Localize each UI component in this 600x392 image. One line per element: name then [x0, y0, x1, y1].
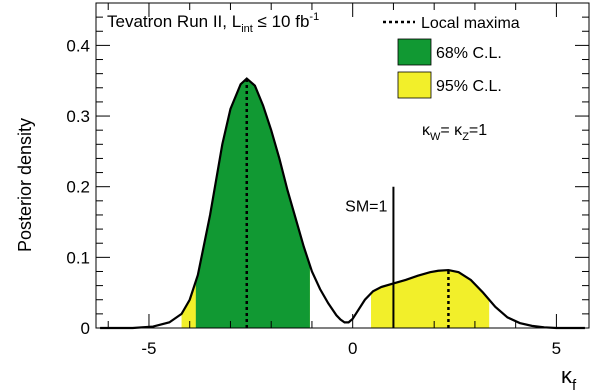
legend: Local maxima 68% C.L. 95% C.L.	[383, 15, 520, 99]
x-axis-label-main: κ	[561, 363, 573, 388]
y-tick-label-4: 0.4	[66, 36, 90, 55]
x-axis-label: κf	[561, 363, 577, 392]
legend-swatch-68	[397, 38, 432, 66]
legend-swatch-95	[397, 71, 432, 99]
x-tick-label-0: -5	[141, 339, 156, 358]
axis-ticks: 0 0.1 0.2 0.3 0.4 -5 0 5	[66, 3, 589, 358]
band-95-region-1	[371, 270, 490, 328]
x-tick-label-2: 5	[552, 339, 561, 358]
y-tick-label-2: 0.2	[66, 178, 90, 197]
legend-label-68: 68% C.L.	[436, 45, 502, 62]
sm-label: SM=1	[345, 198, 387, 215]
confidence-bands-68	[195, 78, 310, 328]
tevatron-annotation: Tevatron Run II, Lint ≤ 10 fb-1	[107, 11, 319, 35]
legend-label-local-maxima: Local maxima	[421, 15, 520, 32]
band-68-region-0	[195, 78, 310, 328]
y-tick-label-3: 0.3	[66, 107, 90, 126]
y-tick-label-0: 0	[81, 319, 90, 338]
local-maxima-lines	[245, 78, 450, 328]
plot-frame	[95, 2, 590, 329]
legend-label-95: 95% C.L.	[436, 78, 502, 95]
x-tick-label-1: 0	[348, 339, 357, 358]
y-axis-label: Posterior density	[15, 118, 35, 252]
y-tick-label-1: 0.1	[66, 248, 90, 267]
x-axis-label-sub: f	[572, 377, 577, 392]
posterior-curve	[100, 77, 585, 330]
kappa-annotation: κW= κZ=1	[422, 122, 487, 143]
